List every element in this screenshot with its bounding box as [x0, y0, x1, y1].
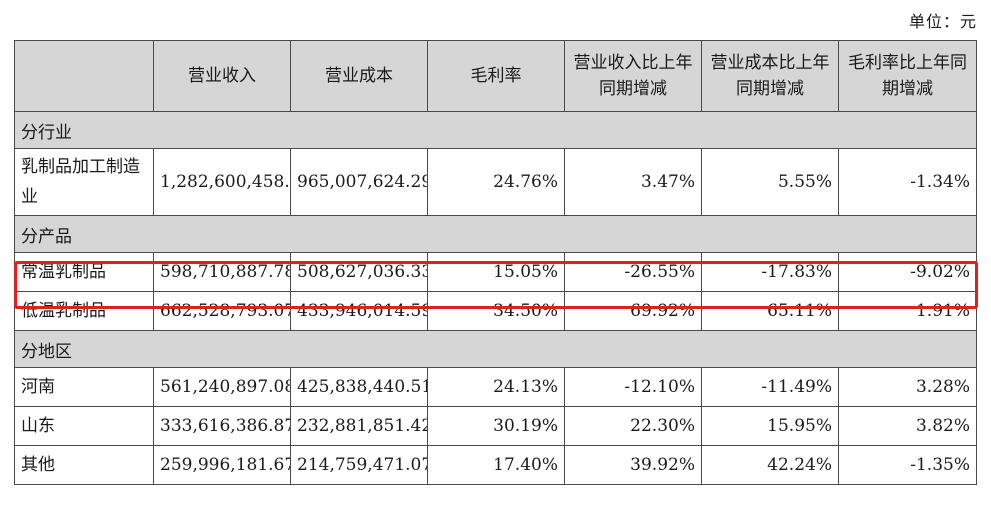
table-row: 低温乳制品 662,528,793.07 433,946,014.59 34.5… [14, 291, 977, 331]
financial-table: 营业收入 营业成本 毛利率 营业收入比上年同期增减 营业成本比上年同期增减 毛利… [14, 40, 977, 485]
cell-cost: 965,007,624.29 [290, 148, 428, 216]
cell-revenue-yoy: 69.92% [564, 291, 702, 331]
row-name: 常温乳制品 [14, 252, 154, 292]
cell-margin-yoy: 3.82% [838, 406, 977, 446]
cell-revenue-yoy: 39.92% [564, 445, 702, 485]
cell-revenue: 1,282,600,458.35 [153, 148, 291, 216]
cell-gross-margin: 24.13% [427, 367, 565, 407]
cell-revenue-yoy: -26.55% [564, 252, 702, 292]
cell-margin-yoy: -1.35% [838, 445, 977, 485]
cell-cost: 214,759,471.07 [290, 445, 428, 485]
cell-gross-margin: 30.19% [427, 406, 565, 446]
cell-cost: 508,627,036.33 [290, 252, 428, 292]
cell-gross-margin: 34.50% [427, 291, 565, 331]
header-cell-0 [14, 40, 154, 112]
cell-gross-margin: 24.76% [427, 148, 565, 216]
section-title: 分地区 [14, 330, 977, 368]
header-cell-cost: 营业成本 [290, 40, 428, 112]
cell-revenue: 259,996,181.67 [153, 445, 291, 485]
table-row: 山东 333,616,386.87 232,881,851.42 30.19% … [14, 406, 977, 446]
header-row: 营业收入 营业成本 毛利率 营业收入比上年同期增减 营业成本比上年同期增减 毛利… [14, 40, 977, 112]
cell-revenue-yoy: 3.47% [564, 148, 702, 216]
section-title: 分产品 [14, 215, 977, 253]
cell-margin-yoy: 3.28% [838, 367, 977, 407]
cell-revenue: 561,240,897.08 [153, 367, 291, 407]
cell-cost-yoy: 42.24% [701, 445, 839, 485]
row-name: 河南 [14, 367, 154, 407]
row-name: 山东 [14, 406, 154, 446]
header-cell-revenue: 营业收入 [153, 40, 291, 112]
section-row-product: 分产品 [14, 215, 977, 253]
row-name: 乳制品加工制造业 [14, 148, 154, 216]
cell-revenue: 333,616,386.87 [153, 406, 291, 446]
table-row: 河南 561,240,897.08 425,838,440.51 24.13% … [14, 367, 977, 407]
section-row-industry: 分行业 [14, 111, 977, 149]
section-row-region: 分地区 [14, 330, 977, 368]
cell-cost: 425,838,440.51 [290, 367, 428, 407]
cell-cost: 433,946,014.59 [290, 291, 428, 331]
table-row-highlighted: 常温乳制品 598,710,887.78 508,627,036.33 15.0… [14, 252, 977, 292]
cell-revenue-yoy: -12.10% [564, 367, 702, 407]
cell-revenue-yoy: 22.30% [564, 406, 702, 446]
table-row: 乳制品加工制造业 1,282,600,458.35 965,007,624.29… [14, 148, 977, 216]
cell-gross-margin: 17.40% [427, 445, 565, 485]
cell-cost-yoy: -11.49% [701, 367, 839, 407]
table-row: 其他 259,996,181.67 214,759,471.07 17.40% … [14, 445, 977, 485]
section-title: 分行业 [14, 111, 977, 149]
header-cell-revenue-yoy: 营业收入比上年同期增减 [564, 40, 702, 112]
cell-cost-yoy: 65.11% [701, 291, 839, 331]
cell-cost-yoy: -17.83% [701, 252, 839, 292]
cell-cost-yoy: 5.55% [701, 148, 839, 216]
row-name: 低温乳制品 [14, 291, 154, 331]
cell-cost-yoy: 15.95% [701, 406, 839, 446]
header-cell-margin-yoy: 毛利率比上年同期增减 [838, 40, 977, 112]
cell-revenue: 662,528,793.07 [153, 291, 291, 331]
header-cell-cost-yoy: 营业成本比上年同期增减 [701, 40, 839, 112]
header-cell-gross-margin: 毛利率 [427, 40, 565, 112]
cell-gross-margin: 15.05% [427, 252, 565, 292]
cell-margin-yoy: -1.34% [838, 148, 977, 216]
cell-cost: 232,881,851.42 [290, 406, 428, 446]
cell-revenue: 598,710,887.78 [153, 252, 291, 292]
row-name: 其他 [14, 445, 154, 485]
unit-label: 单位：元 [908, 12, 977, 31]
cell-margin-yoy: -9.02% [838, 252, 977, 292]
cell-margin-yoy: 1.91% [838, 291, 977, 331]
